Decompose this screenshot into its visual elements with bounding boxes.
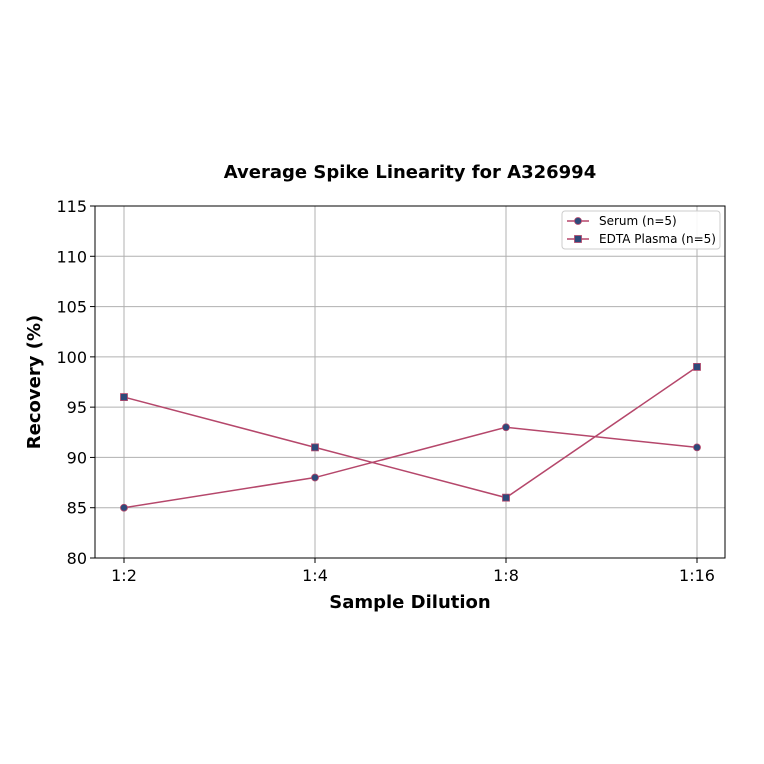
- x-tick-label: 1:4: [302, 566, 328, 585]
- x-tick-label: 1:16: [679, 566, 715, 585]
- x-tick-label: 1:2: [111, 566, 137, 585]
- series-line-1: [123, 426, 698, 509]
- legend: Serum (n=5) EDTA Plasma (n=5): [561, 210, 721, 250]
- legend-serum-label: Serum (n=5): [599, 214, 677, 228]
- legend-serum-marker: [574, 217, 582, 225]
- grid: [95, 205, 725, 559]
- data-point-plasma: [693, 363, 701, 371]
- x-tick-label: 1:8: [493, 566, 519, 585]
- series-line-2: [123, 366, 698, 499]
- y-tick-label: 95: [67, 398, 87, 417]
- data-point-plasma: [120, 393, 128, 401]
- y-tick-label: 105: [56, 298, 87, 317]
- y-tick-label: 90: [67, 448, 87, 467]
- y-tick-label: 85: [67, 499, 87, 518]
- data-point-serum: [120, 503, 128, 512]
- axis-ticks: 80 85 90 95 100 105 110 115 1:2 1:4 1:8 1:16: [56, 197, 715, 585]
- y-tick-label: 110: [56, 247, 87, 266]
- series-markers: [120, 363, 701, 512]
- data-point-plasma: [502, 493, 510, 502]
- legend-plasma-marker: [574, 235, 582, 243]
- y-axis-label: Recovery (%): [24, 315, 45, 449]
- plot-frame: [94, 205, 726, 559]
- data-point-serum: [693, 443, 701, 452]
- series-lines: [123, 366, 698, 509]
- legend-plasma-label: EDTA Plasma (n=5): [599, 232, 716, 246]
- x-axis-label: Sample Dilution: [329, 592, 490, 613]
- y-tick-label: 80: [67, 549, 87, 568]
- data-point-serum: [311, 473, 319, 482]
- data-point-serum: [502, 423, 510, 432]
- legend-box: [561, 210, 721, 250]
- chart-title: Average Spike Linearity for A326994: [224, 162, 596, 183]
- y-tick-label: 115: [56, 197, 87, 216]
- data-point-plasma: [311, 443, 319, 452]
- y-tick-label: 100: [56, 348, 87, 367]
